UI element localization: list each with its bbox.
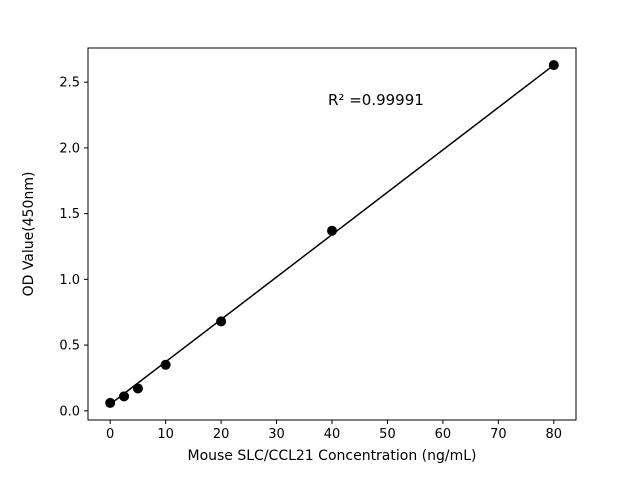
r-squared-annotation: R² =0.99991 [328, 91, 424, 109]
svg-text:80: 80 [546, 427, 563, 442]
svg-text:20: 20 [213, 427, 230, 442]
svg-text:70: 70 [490, 427, 507, 442]
svg-text:10: 10 [157, 427, 174, 442]
x-axis-label: Mouse SLC/CCL21 Concentration (ng/mL) [187, 448, 477, 464]
svg-text:0.0: 0.0 [59, 404, 80, 419]
y-axis-label: OD Value(450nm) [21, 171, 37, 297]
svg-text:0.5: 0.5 [59, 339, 80, 354]
svg-text:2.5: 2.5 [59, 76, 80, 91]
svg-text:2.0: 2.0 [59, 141, 80, 156]
svg-text:40: 40 [324, 427, 341, 442]
svg-text:30: 30 [268, 427, 285, 442]
svg-text:1.0: 1.0 [59, 273, 80, 288]
svg-text:0: 0 [106, 427, 114, 442]
svg-text:1.5: 1.5 [59, 207, 80, 222]
svg-text:50: 50 [379, 427, 396, 442]
svg-text:60: 60 [435, 427, 452, 442]
